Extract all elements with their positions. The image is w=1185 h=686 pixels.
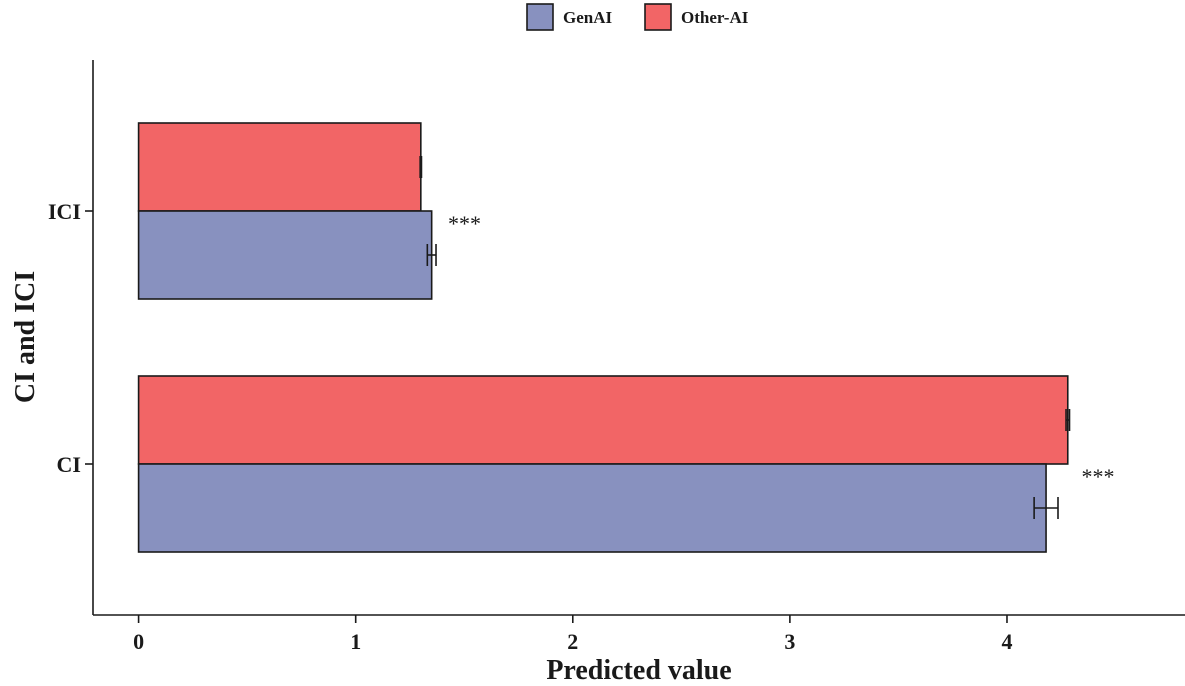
- y-tick-label-ici: ICI: [48, 199, 81, 224]
- legend-label-genai: GenAI: [563, 8, 613, 27]
- legend: GenAI Other-AI: [526, 3, 749, 31]
- x-tick-label: 2: [567, 629, 578, 654]
- bar-ci-other-ai: [137, 375, 1069, 465]
- x-tick-label: 1: [350, 629, 361, 654]
- error-bar-ici-genai: [426, 244, 437, 266]
- x-tick-label: 3: [784, 629, 795, 654]
- x-tick-label: 0: [133, 629, 144, 654]
- significance-label-ci: ***: [1082, 464, 1115, 489]
- legend-swatch-other-ai: [644, 3, 672, 31]
- legend-label-other-ai: Other-AI: [681, 8, 749, 27]
- x-axis-title: Predicted value: [546, 655, 731, 686]
- error-bar-ci-other-ai: [1065, 409, 1071, 431]
- bar-ici-genai: [137, 210, 433, 300]
- legend-item-genai: GenAI: [526, 3, 613, 31]
- legend-item-other-ai: Other-AI: [644, 3, 749, 31]
- significance-label-ici: ***: [448, 211, 481, 236]
- bar-ici-other-ai: [137, 122, 422, 212]
- y-tick-label-ci: CI: [57, 452, 81, 477]
- error-bar-ici-other-ai: [419, 156, 423, 178]
- error-bar-ci-genai: [1033, 497, 1059, 519]
- legend-swatch-genai: [526, 3, 554, 31]
- x-tick-label: 4: [1001, 629, 1012, 654]
- bar-ci-genai: [137, 463, 1047, 553]
- y-axis-title: CI and ICI: [10, 271, 41, 403]
